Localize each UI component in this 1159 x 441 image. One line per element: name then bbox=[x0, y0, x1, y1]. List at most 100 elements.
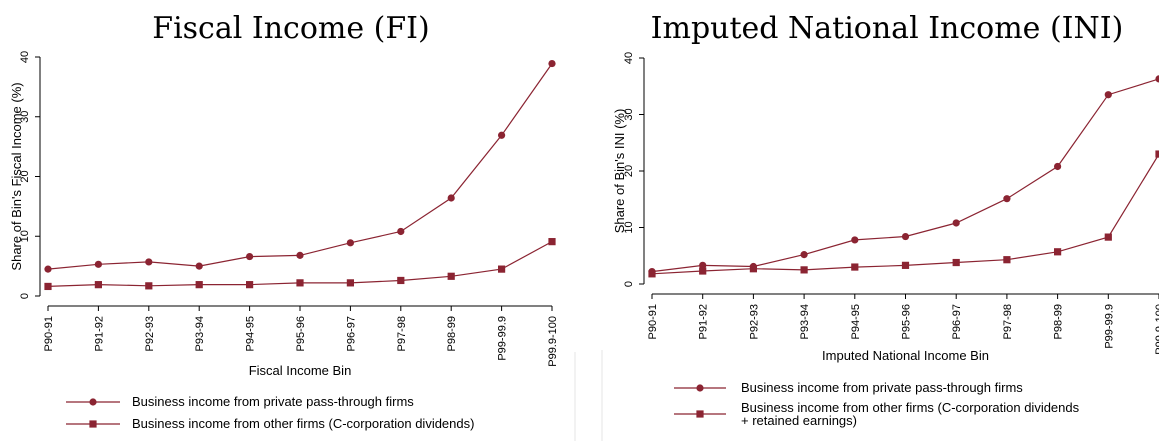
series-other-firms bbox=[44, 238, 556, 291]
data-point bbox=[246, 281, 254, 289]
x-axis-label: Imputed National Income Bin bbox=[822, 348, 989, 363]
x-tick-label: P99.9-100 bbox=[1154, 304, 1159, 355]
series-line bbox=[651, 153, 1159, 275]
legend-swatch-marker bbox=[89, 398, 97, 406]
data-point bbox=[800, 266, 808, 274]
data-point bbox=[851, 263, 859, 271]
x-axis-label: Fiscal Income Bin bbox=[249, 363, 352, 378]
y-axis-label: Share of Bin's INI (%) bbox=[612, 109, 627, 234]
data-point bbox=[901, 261, 910, 269]
y-tick-label: 10 bbox=[623, 221, 635, 233]
data-point bbox=[447, 194, 455, 202]
series-pass-through bbox=[44, 59, 556, 273]
data-point bbox=[397, 276, 405, 285]
series-pass-through bbox=[648, 75, 1159, 276]
x-tick-label: P96-97 bbox=[345, 316, 357, 351]
data-point bbox=[296, 251, 304, 259]
x-tick-label: P91-92 bbox=[698, 304, 710, 339]
x-tick-label: P97-98 bbox=[1002, 304, 1014, 339]
x-tick-label: P97-98 bbox=[396, 316, 408, 351]
x-tick-label: P95-96 bbox=[901, 304, 913, 339]
data-point bbox=[296, 279, 304, 287]
series-line bbox=[47, 63, 553, 270]
data-point bbox=[1155, 75, 1159, 83]
legend-swatch-marker bbox=[696, 410, 704, 418]
series-other-firms bbox=[648, 150, 1159, 278]
x-tick-label: P98-99 bbox=[1053, 304, 1065, 339]
data-point bbox=[94, 281, 102, 289]
chart-panel-2: Imputed National Income (INI) 0 10 20 30 40 Sh… bbox=[612, 11, 1159, 428]
chart-title: Imputed National Income (INI) bbox=[651, 11, 1124, 46]
data-point bbox=[548, 238, 556, 246]
data-point bbox=[952, 258, 960, 267]
data-point bbox=[901, 232, 910, 241]
x-tick-label: P90-91 bbox=[43, 316, 55, 351]
data-point bbox=[145, 258, 153, 266]
data-point bbox=[246, 252, 254, 261]
legend-entry: Business income from private pass-throug… bbox=[132, 394, 414, 409]
legend-swatch-marker bbox=[696, 384, 704, 392]
data-point bbox=[44, 282, 52, 291]
data-point bbox=[195, 281, 203, 289]
x-tick-label: P98-99 bbox=[446, 316, 458, 351]
data-point bbox=[195, 262, 203, 270]
data-point bbox=[346, 239, 354, 247]
y-tick-label: 0 bbox=[623, 281, 635, 287]
data-point bbox=[1003, 195, 1011, 203]
legend-swatch-marker bbox=[89, 420, 97, 428]
data-point bbox=[1054, 248, 1062, 256]
y-tick-label: 40 bbox=[19, 51, 31, 63]
x-tick-label: P96-97 bbox=[951, 304, 963, 339]
y-tick-label: 10 bbox=[19, 230, 31, 242]
data-point bbox=[447, 272, 455, 280]
data-point bbox=[952, 219, 960, 227]
data-point bbox=[498, 265, 506, 273]
x-tick-label: P99-99.9 bbox=[1103, 304, 1115, 349]
x-tick-label: P90-91 bbox=[647, 304, 659, 339]
data-point bbox=[346, 279, 354, 287]
y-tick-label: 30 bbox=[623, 108, 635, 120]
legend: Business income from private pass-throug… bbox=[674, 380, 1080, 428]
x-tick-label: P99-99.9 bbox=[497, 316, 509, 361]
x-tick-label: P91-92 bbox=[93, 316, 105, 351]
data-point bbox=[1104, 91, 1112, 99]
y-tick-label: 40 bbox=[623, 52, 635, 64]
legend-entry: Business income from other firms (C-corp… bbox=[132, 416, 474, 431]
chart-title: Fiscal Income (FI) bbox=[152, 11, 429, 46]
data-point bbox=[1155, 150, 1159, 158]
y-tick-label: 30 bbox=[19, 111, 31, 123]
data-point bbox=[145, 282, 153, 290]
x-tick-label: P94-95 bbox=[245, 316, 257, 351]
data-point bbox=[397, 227, 405, 236]
data-point bbox=[498, 131, 506, 139]
x-tick-label: P93-94 bbox=[799, 304, 811, 339]
data-point bbox=[94, 260, 102, 268]
data-point bbox=[548, 59, 556, 68]
x-tick-label: P92-93 bbox=[748, 304, 760, 339]
y-axis-label: Share of Bin's Fiscal Income (%) bbox=[9, 82, 24, 270]
legend-entry: Business income from private pass-throug… bbox=[741, 380, 1023, 395]
legend-entry: Business income from other firms (C-corp… bbox=[741, 400, 1080, 428]
data-point bbox=[851, 236, 859, 244]
x-tick-label: P95-96 bbox=[295, 316, 307, 351]
data-point bbox=[699, 261, 707, 269]
data-point bbox=[699, 267, 707, 275]
legend: Business income from private pass-throug… bbox=[66, 394, 474, 431]
data-point bbox=[1054, 162, 1062, 171]
data-point bbox=[1003, 256, 1011, 264]
data-point bbox=[648, 270, 656, 278]
data-point bbox=[1104, 233, 1112, 241]
y-tick-label: 20 bbox=[19, 170, 31, 182]
data-point bbox=[800, 251, 808, 259]
x-tick-label: P93-94 bbox=[194, 316, 206, 351]
data-point bbox=[749, 265, 757, 273]
x-tick-label: P92-93 bbox=[144, 316, 156, 351]
y-tick-label: 20 bbox=[623, 165, 635, 177]
y-tick-label: 0 bbox=[19, 293, 31, 299]
x-tick-label: P99.9-100 bbox=[547, 316, 559, 367]
data-point bbox=[44, 265, 52, 273]
series-line bbox=[651, 78, 1159, 273]
chart-panel-1: Fiscal Income (FI) 0 10 20 30 40 Share of Bin'… bbox=[9, 11, 559, 431]
x-tick-label: P94-95 bbox=[850, 304, 862, 339]
